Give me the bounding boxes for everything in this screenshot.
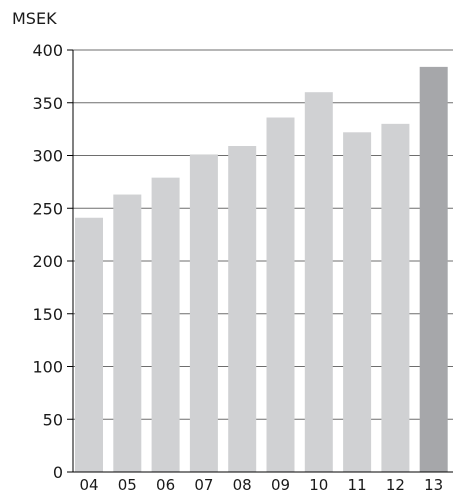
x-tick-label: 07 xyxy=(194,476,213,493)
bar-11 xyxy=(343,132,372,473)
y-tick-label: 400 xyxy=(32,41,63,60)
bar-04 xyxy=(75,217,103,472)
x-tick-label: 08 xyxy=(233,476,252,493)
y-tick-label: 200 xyxy=(32,252,63,271)
y-tick-label: 150 xyxy=(32,305,63,324)
bar-05 xyxy=(113,194,142,472)
bar-08 xyxy=(228,146,257,472)
y-tick-label: 250 xyxy=(32,199,63,218)
bar-10 xyxy=(304,92,333,472)
y-tick-label: 350 xyxy=(32,94,63,113)
x-tick-label: 10 xyxy=(309,476,328,493)
y-tick-label: 50 xyxy=(43,410,63,429)
x-tick-label: 04 xyxy=(79,476,98,493)
x-tick-label: 05 xyxy=(118,476,137,493)
x-tick-label: 09 xyxy=(271,476,290,493)
y-tick-label: 0 xyxy=(53,463,63,482)
y-tick-label: 100 xyxy=(32,358,63,377)
y-tick-label: 300 xyxy=(32,147,63,166)
y-axis-unit-label: MSEK xyxy=(12,9,57,28)
x-tick-label: 11 xyxy=(348,476,367,493)
x-tick-label: 06 xyxy=(156,476,175,493)
x-axis-ticks: 04 05 06 07 08 09 10 11 12 13 xyxy=(79,476,443,494)
bar-13 xyxy=(419,66,448,472)
bar-09 xyxy=(266,117,295,473)
bar-06 xyxy=(151,177,180,472)
y-axis-ticks: 0 50 100 150 200 250 300 350 400 xyxy=(32,41,73,482)
bar-12 xyxy=(381,123,410,472)
bars xyxy=(75,66,448,473)
x-tick-label: 13 xyxy=(424,476,443,493)
x-tick-label: 12 xyxy=(386,476,405,493)
bar-07 xyxy=(189,154,218,472)
